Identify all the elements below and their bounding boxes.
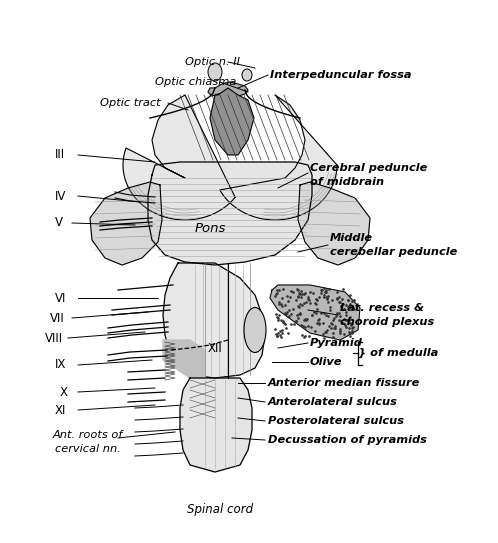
Polygon shape [148,162,312,265]
Text: Anterolateral sulcus: Anterolateral sulcus [268,397,398,407]
Text: Optic n. II: Optic n. II [185,57,240,67]
Text: Pyramid: Pyramid [310,338,363,348]
Text: Pons: Pons [194,222,226,235]
Text: VI: VI [55,292,66,305]
Text: IV: IV [55,190,66,203]
Text: VIII: VIII [45,331,63,344]
Text: XII: XII [208,342,223,355]
Text: X: X [60,386,68,399]
Text: VII: VII [50,312,65,325]
Text: cervical nn.: cervical nn. [55,444,121,454]
Text: of midbrain: of midbrain [310,177,384,187]
Text: Spinal cord: Spinal cord [187,503,253,516]
Polygon shape [123,95,235,220]
Polygon shape [210,88,254,155]
Ellipse shape [242,69,252,81]
Text: Cerebral peduncle: Cerebral peduncle [310,163,427,173]
Text: V: V [55,217,63,230]
Text: } of medulla: } of medulla [358,348,438,358]
Polygon shape [208,82,248,96]
Polygon shape [90,182,162,265]
Polygon shape [163,340,205,378]
Text: Decussation of pyramids: Decussation of pyramids [268,435,427,445]
Text: Ant. roots of: Ant. roots of [53,430,123,440]
Text: Optic tract: Optic tract [100,98,161,108]
Text: cerebellar peduncle: cerebellar peduncle [330,247,457,257]
Text: IX: IX [55,358,66,371]
Text: choroid plexus: choroid plexus [340,317,434,327]
Ellipse shape [244,307,266,352]
Polygon shape [270,285,360,340]
Text: Interpeduncular fossa: Interpeduncular fossa [270,70,411,80]
Text: Middle: Middle [330,233,373,243]
Polygon shape [298,182,370,265]
Text: III: III [55,148,65,161]
Polygon shape [220,95,337,220]
Text: Optic chiasma: Optic chiasma [155,77,237,87]
Ellipse shape [208,63,222,81]
Polygon shape [180,378,252,472]
Text: Posterolateral sulcus: Posterolateral sulcus [268,416,404,426]
Text: Olive: Olive [310,357,343,367]
Polygon shape [163,263,265,378]
Text: Lat. recess &: Lat. recess & [340,303,424,313]
Text: XI: XI [55,403,66,416]
Text: Anterior median fissure: Anterior median fissure [268,378,420,388]
